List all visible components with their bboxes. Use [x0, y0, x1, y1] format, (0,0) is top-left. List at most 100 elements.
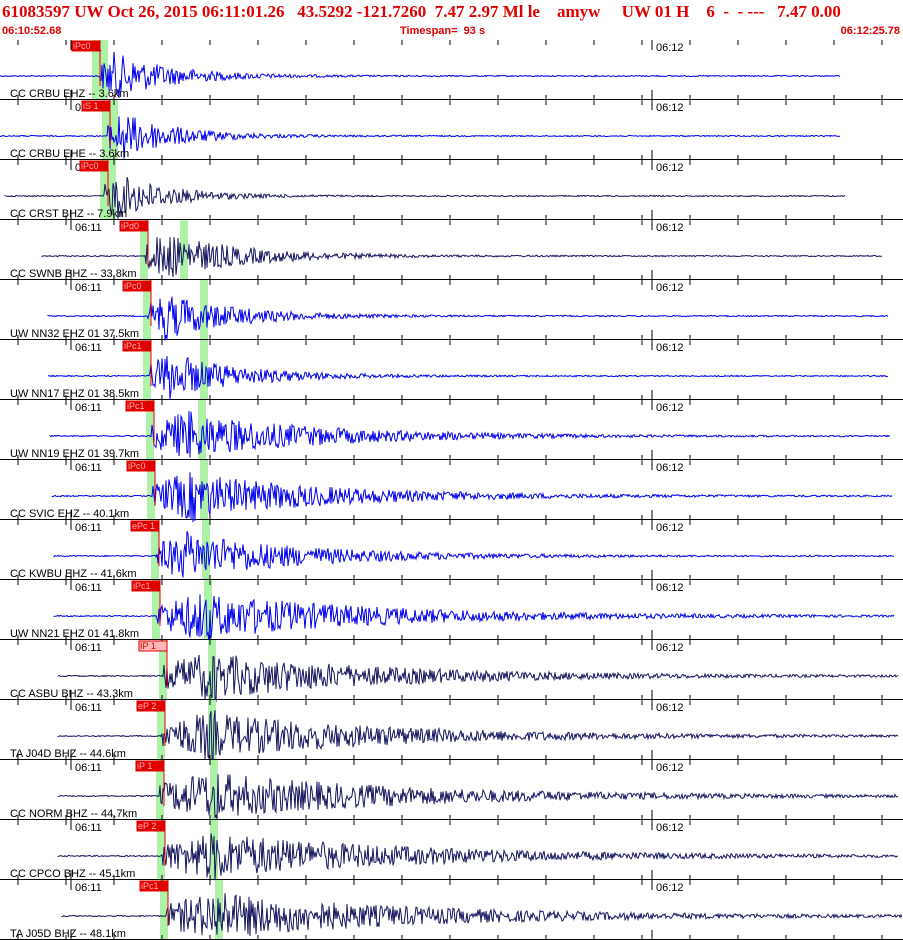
- pick-flag[interactable]: [131, 580, 161, 592]
- waveform: [0, 116, 841, 159]
- channel-label: TA J04D BHZ -- 44.6km: [10, 748, 126, 760]
- pick-flag[interactable]: [126, 460, 156, 472]
- channel-label: CC CPCO BHZ -- 45.1km: [10, 868, 135, 880]
- trace-row[interactable]: 06:11 06:12 IP 1 CC ASBU BHZ -- 43.3km: [0, 640, 903, 703]
- minute-tick-label: 06:11: [75, 762, 102, 774]
- pick-flag[interactable]: [125, 400, 155, 412]
- minute-tick-label: 06:12: [656, 102, 684, 114]
- event-title: 61083597 UW Oct 26, 2015 06:11:01.26 43.…: [2, 2, 841, 21]
- minute-tick-label: 06:12: [656, 702, 684, 714]
- channel-label: TA J05D BHZ -- 48.1km: [10, 928, 126, 940]
- minute-tick-label: 06:12: [656, 282, 684, 294]
- pick-flag[interactable]: [122, 340, 152, 352]
- p-window-marker: [147, 460, 155, 520]
- pick-label: iS 1: [83, 101, 99, 111]
- waveform: [61, 893, 903, 937]
- s-window-marker: [202, 520, 210, 580]
- channel-label: CC KWBU EHZ -- 41.6km: [10, 568, 137, 580]
- pick-label: iPd0: [121, 221, 139, 231]
- pick-flag[interactable]: [71, 40, 101, 52]
- channel-label: UW NN32 EHZ 01 37.5km: [10, 328, 139, 340]
- minute-tick-label: 06:11: [75, 822, 102, 834]
- trace-row[interactable]: 06:11 06:12 iPc0 UW NN32 EHZ 01 37.5km: [0, 280, 903, 341]
- pick-label: ePc 1: [132, 521, 155, 531]
- trace-row[interactable]: 06:11 06:12 iPc1 UW NN17 EHZ 01 38.5km: [0, 340, 903, 400]
- pick-label: eP 2: [138, 701, 156, 711]
- minute-tick-label: 06:12: [656, 162, 684, 174]
- s-window-marker: [108, 160, 116, 220]
- trace-row[interactable]: 06:11 06:12 iPc1 UW NN19 EHZ 01 39.7km: [0, 400, 903, 460]
- start-time-label: 06:10:52.68: [2, 25, 62, 37]
- minute-tick-label: 06:12: [656, 462, 684, 474]
- waveform: [0, 51, 841, 98]
- trace-row[interactable]: 06:11 06:12 eP 2 TA J04D BHZ -- 44.6km: [0, 700, 903, 762]
- waveform: [47, 296, 889, 341]
- waveform: [57, 654, 899, 703]
- pick-flag[interactable]: [119, 220, 149, 232]
- channel-label: CC NORM BHZ -- 44.7km: [10, 808, 137, 820]
- pick-label: iP 1: [137, 761, 152, 771]
- timespan-label: Timespan= 93 s: [400, 25, 486, 37]
- p-window-marker: [157, 820, 165, 880]
- pick-label: iPc1: [133, 581, 151, 591]
- minute-tick-label: 06:12: [656, 582, 684, 594]
- minute-tick-label: 06:12: [656, 642, 684, 654]
- waveform: [49, 410, 891, 458]
- trace-row[interactable]: 06:11 06:12 iP 1 CC NORM BHZ -- 44.7km: [0, 760, 903, 820]
- waveform: [57, 833, 899, 881]
- minute-tick-label: 06:11: [75, 522, 102, 534]
- trace-row[interactable]: 06:11 06:12 iPc0 CC SVIC EHZ -- 40.1km: [0, 460, 903, 523]
- p-window-marker: [146, 400, 154, 460]
- minute-tick-label: 06:12: [656, 402, 684, 414]
- p-window-marker: [92, 40, 100, 100]
- trace-row[interactable]: 06:11 06:12 iPd0 CC SWNB BHZ -- 33.8km: [0, 220, 903, 280]
- pick-flag[interactable]: [135, 760, 165, 772]
- s-window-marker: [200, 340, 208, 400]
- waveform: [4, 176, 846, 219]
- p-window-marker: [160, 880, 168, 940]
- minute-tick-label: 06:11: [75, 702, 102, 714]
- end-time-label: 06:12:25.78: [840, 25, 900, 37]
- minute-tick-label: 06:12: [656, 222, 684, 234]
- minute-tick-label: 06:11: [75, 282, 102, 294]
- trace-row[interactable]: 06:11 06:12 iPc1 UW NN21 EHZ 01 41.8km: [0, 580, 903, 643]
- s-window-marker: [208, 640, 216, 700]
- p-window-marker: [140, 220, 148, 280]
- pick-flag[interactable]: [130, 520, 160, 532]
- minute-tick-label: 06:12: [656, 522, 684, 534]
- channel-label: CC CRST BHZ -- 7.9km: [10, 208, 127, 220]
- channel-label: CC SVIC EHZ -- 40.1km: [10, 508, 129, 520]
- pick-flag[interactable]: [81, 100, 111, 112]
- p-window-marker: [159, 640, 167, 700]
- channel-label: CC SWNB BHZ -- 33.8km: [10, 268, 137, 280]
- trace-row[interactable]: 06:11 06:12 eP 2 CC CPCO BHZ -- 45.1km: [0, 820, 903, 881]
- p-window-marker: [152, 580, 160, 640]
- trace-row[interactable]: 06:11 06:12 iPc1 TA J05D BHZ -- 48.1km: [0, 880, 903, 940]
- channel-label: CC ASBU BHZ -- 43.3km: [10, 688, 133, 700]
- pick-label: IP 1: [140, 641, 156, 651]
- pick-label: iPc0: [81, 161, 99, 171]
- minute-tick-label: 06:12: [656, 762, 684, 774]
- pick-flag[interactable]: [122, 280, 152, 292]
- minute-tick-label: 06:12: [656, 822, 684, 834]
- trace-row[interactable]: 06:11 06:12 ePc 1 CC KWBU EHZ -- 41.6km: [0, 520, 903, 580]
- s-window-marker: [215, 880, 223, 940]
- pick-flag[interactable]: [138, 640, 168, 652]
- waveform: [53, 531, 895, 578]
- pick-label: iPc1: [124, 341, 142, 351]
- waveform: [41, 237, 883, 278]
- pick-flag[interactable]: [136, 700, 166, 712]
- waveform: [47, 356, 889, 400]
- s-window-marker: [208, 700, 216, 760]
- pick-flag[interactable]: [139, 880, 169, 892]
- minute-tick-label: 06:11: [75, 642, 102, 654]
- pick-flag[interactable]: [136, 820, 166, 832]
- waveform: [57, 710, 899, 762]
- pick-flag[interactable]: [79, 160, 109, 172]
- minute-tick-label: 06:11: [75, 222, 102, 234]
- pick-label: iPc1: [141, 881, 159, 891]
